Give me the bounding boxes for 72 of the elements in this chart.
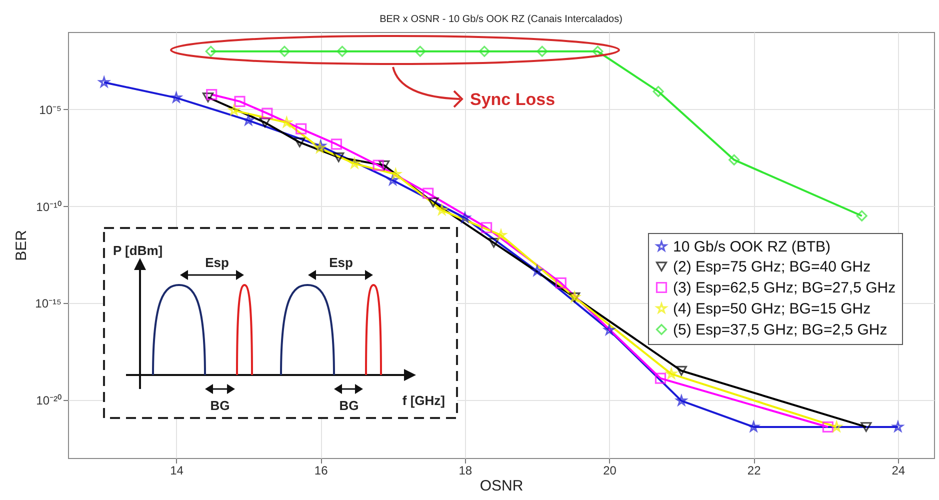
point xyxy=(234,96,246,107)
annotation: BG xyxy=(210,398,230,413)
point xyxy=(428,197,439,208)
point xyxy=(296,123,307,134)
legend-label: (2) Esp=75 GHz; BG=40 GHz xyxy=(673,258,871,276)
point xyxy=(315,140,326,151)
point xyxy=(336,46,348,57)
chart-title: BER x OSNR - 10 Gb/s OOK RZ (Canais Intercalados) xyxy=(380,14,622,25)
annotation: P [dBm] xyxy=(113,243,163,258)
x-tick-label: 18 xyxy=(458,464,472,478)
point xyxy=(330,138,342,150)
x-tick-label: 20 xyxy=(603,464,617,478)
x-axis-title: OSNR xyxy=(480,478,524,494)
point xyxy=(676,395,687,406)
point xyxy=(604,324,615,335)
point xyxy=(414,46,426,57)
point xyxy=(333,152,344,162)
annotation: BG xyxy=(339,398,359,413)
y-axis-title: BER xyxy=(13,230,30,261)
point xyxy=(892,421,904,432)
point xyxy=(856,210,868,222)
point xyxy=(259,118,271,128)
point xyxy=(243,114,254,126)
point xyxy=(98,76,110,88)
y-tick-label: 10⁻¹⁵ xyxy=(35,296,62,311)
point xyxy=(496,230,506,240)
point xyxy=(387,174,398,185)
point xyxy=(666,368,677,379)
y-tick-label: 10⁻⁵ xyxy=(39,102,62,117)
point xyxy=(481,222,492,234)
x-tick-label: 24 xyxy=(892,464,906,478)
point xyxy=(555,277,566,288)
point xyxy=(228,104,240,116)
point xyxy=(170,92,182,102)
x-tick-label: 16 xyxy=(314,464,328,478)
point xyxy=(314,142,326,153)
point xyxy=(378,160,390,170)
point xyxy=(422,188,434,199)
point xyxy=(536,46,548,57)
point xyxy=(654,372,666,384)
point xyxy=(831,421,842,432)
point xyxy=(822,421,834,433)
point xyxy=(488,238,500,248)
point xyxy=(728,154,740,166)
legend-label: (4) Esp=50 GHz; BG=15 GHz xyxy=(673,300,871,318)
annotation: f [GHz] xyxy=(402,393,445,408)
point xyxy=(478,46,490,57)
x-tick-label: 14 xyxy=(170,464,184,478)
point xyxy=(460,212,470,223)
point xyxy=(390,168,401,179)
point xyxy=(592,46,604,57)
point xyxy=(202,92,214,102)
legend-label: (3) Esp=62,5 GHz; BG=27,5 GHz xyxy=(673,280,896,296)
legend-label: (5) Esp=37,5 GHz; BG=2,5 GHz xyxy=(673,322,888,338)
point xyxy=(676,366,687,376)
annotation: Esp xyxy=(329,255,353,270)
point xyxy=(652,86,664,97)
point xyxy=(278,46,290,57)
y-tick-label: 10⁻²⁰ xyxy=(36,393,62,408)
point xyxy=(205,46,216,57)
point xyxy=(206,88,218,100)
x-tick-label: 22 xyxy=(747,464,762,478)
point xyxy=(748,421,759,432)
point xyxy=(436,204,448,215)
y-tick-label: 10⁻¹⁰ xyxy=(36,200,62,214)
point xyxy=(860,422,872,432)
annotation: Esp xyxy=(205,255,229,270)
point xyxy=(262,108,273,119)
point xyxy=(294,137,306,148)
annotation: Sync Loss xyxy=(470,90,556,109)
point xyxy=(372,160,384,171)
legend-label: 10 Gb/s OOK RZ (BTB) xyxy=(673,238,831,256)
